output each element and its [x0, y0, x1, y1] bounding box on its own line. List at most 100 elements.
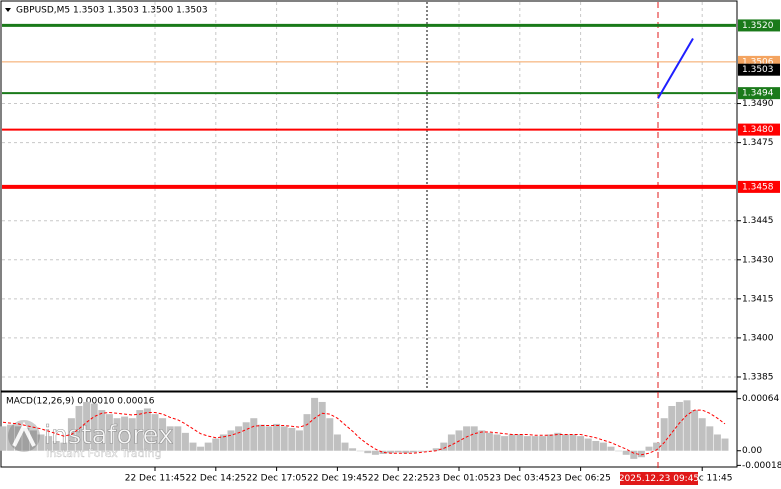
- macd-bar: [394, 450, 402, 453]
- macd-bar: [204, 442, 212, 451]
- macd-bar: [569, 434, 577, 451]
- macd-bar: [668, 406, 676, 451]
- macd-bar: [60, 442, 68, 451]
- macd-bar: [341, 442, 349, 451]
- macd-bar: [280, 426, 288, 451]
- y-tick-label: 1.3385: [742, 372, 774, 382]
- macd-bar: [508, 434, 516, 451]
- macd-bar: [440, 442, 448, 451]
- macd-bar: [698, 418, 706, 451]
- macd-bar: [227, 430, 235, 451]
- macd-bar: [425, 450, 433, 452]
- macd-bar: [379, 450, 387, 454]
- macd-bar: [166, 426, 174, 451]
- macd-bar: [197, 446, 205, 451]
- y-tick-label: 1.3445: [742, 216, 774, 226]
- signal-line: [2, 409, 726, 456]
- macd-bar: [645, 446, 653, 451]
- macd-bar: [288, 427, 296, 451]
- macd-bar: [675, 401, 683, 451]
- watermark-logo-mark: [12, 421, 36, 447]
- macd-bar: [105, 414, 113, 451]
- macd-bar: [242, 422, 250, 451]
- macd-bar: [318, 401, 326, 451]
- macd-bar: [181, 432, 189, 451]
- macd-bar: [45, 436, 53, 451]
- macd-bar: [212, 438, 220, 451]
- macd-bar: [235, 426, 243, 451]
- macd-bar: [501, 436, 509, 451]
- chart-title: GBPUSD,M5 1.3503 1.3503 1.3500 1.3503: [16, 6, 208, 16]
- macd-bar: [295, 430, 303, 451]
- x-tick-label: 23 Dec 06:25: [550, 474, 611, 484]
- macd-bar: [691, 410, 699, 451]
- macd-bar: [151, 414, 159, 451]
- level-label-box: [738, 87, 780, 100]
- macd-bar: [7, 424, 15, 451]
- macd-bar: [326, 418, 334, 451]
- macd-bar: [599, 442, 607, 451]
- macd-bar: [387, 450, 395, 454]
- x-tick-label: 22 Dec 19:45: [307, 474, 368, 484]
- level-label-box: [738, 123, 780, 136]
- macd-bar: [159, 418, 167, 451]
- level-label: 1.3480: [742, 125, 774, 135]
- cursor-label-box: [620, 472, 698, 485]
- macd-bar: [523, 436, 531, 451]
- level-label: 1.3494: [742, 89, 774, 99]
- level-label: 1.3458: [742, 182, 774, 192]
- x-tick-label: 22 Dec 22:25: [368, 474, 429, 484]
- macd-bar: [371, 450, 379, 455]
- x-tick-label: 23 Dec 11:45: [672, 474, 733, 484]
- macd-bar: [561, 434, 569, 451]
- macd-bar: [303, 414, 311, 451]
- macd-bar: [143, 408, 151, 451]
- trend-line: [657, 37, 694, 99]
- level-label-box: [738, 180, 780, 193]
- macd-bar: [485, 432, 493, 451]
- y-tick-label: 1.3415: [742, 294, 774, 304]
- y-tick-label: 0.00: [742, 446, 762, 456]
- x-tick-label: 22 Dec 17:05: [246, 474, 307, 484]
- macd-bar: [52, 440, 60, 451]
- macd-bar: [630, 450, 638, 459]
- macd-bar: [257, 424, 265, 451]
- current-price-box: [738, 63, 780, 76]
- x-tick-label: 23 Dec 03:45: [490, 474, 551, 484]
- macd-bar: [364, 450, 372, 454]
- macd-bar: [493, 434, 501, 451]
- macd-bar: [98, 410, 106, 451]
- watermark-brand: instaforex: [44, 421, 173, 451]
- macd-bar: [463, 426, 471, 451]
- macd-bar: [531, 436, 539, 451]
- macd-bar: [136, 410, 144, 451]
- y-tick-label: 1.3475: [742, 138, 774, 148]
- cursor-label: 2025.12.23 09:45: [619, 474, 699, 484]
- macd-bar: [37, 434, 45, 451]
- macd-bar: [607, 446, 615, 451]
- macd-bar: [584, 438, 592, 451]
- macd-bar: [409, 450, 417, 453]
- watermark: instaforex Instant Forex Trading: [8, 420, 174, 460]
- macd-title: MACD(12,26,9) 0.00010 0.00016: [6, 397, 155, 407]
- macd-bar: [554, 432, 562, 451]
- macd-bar: [683, 400, 691, 451]
- macd-bar: [539, 436, 547, 451]
- macd-bar: [219, 434, 227, 451]
- y-tick-label: -0.00018: [742, 461, 781, 471]
- macd-bar: [417, 450, 425, 452]
- macd-bar: [174, 426, 182, 451]
- y-tick-label: 1.3430: [742, 255, 774, 265]
- macd-bar: [516, 434, 524, 451]
- level-label-box: [738, 19, 780, 32]
- macd-bar: [265, 426, 273, 451]
- y-tick-label: 1.3400: [742, 333, 774, 343]
- macd-bar: [615, 450, 623, 452]
- macd-bar: [273, 423, 281, 451]
- macd-bar: [637, 450, 645, 458]
- macd-bar: [0, 426, 7, 451]
- macd-bar: [189, 442, 197, 451]
